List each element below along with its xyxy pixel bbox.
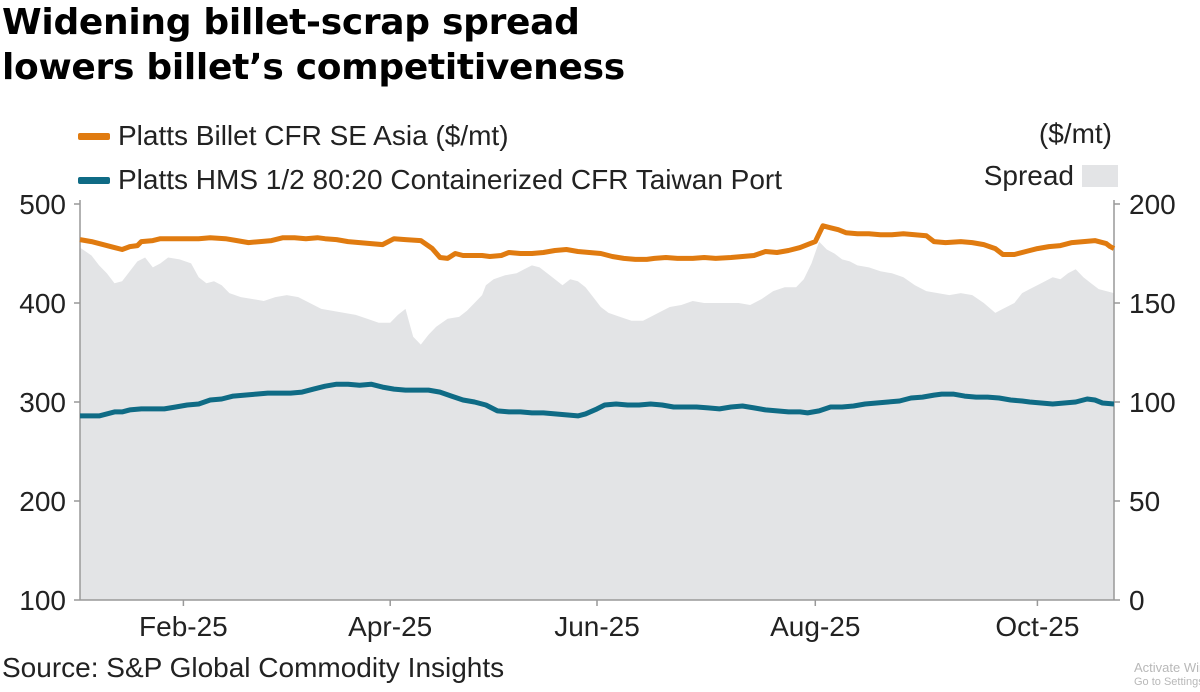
spread-area-swatch (1082, 165, 1118, 187)
x-tick-label: Jun-25 (554, 611, 640, 642)
chart-title: Widening billet-scrap spread lowers bill… (2, 0, 625, 90)
y-left-tick-label: 100 (19, 585, 66, 616)
y-left-tick-label: 500 (19, 189, 66, 220)
legend-billet-label: Platts Billet CFR SE Asia ($/mt) (118, 120, 509, 151)
y-right-tick-label: 50 (1129, 486, 1160, 517)
y-right-tick-label: 0 (1129, 585, 1145, 616)
hms-line-swatch (78, 176, 110, 184)
hms-price-line (80, 381, 1115, 419)
legend-hms-label: Platts HMS 1/2 80:20 Containerized CFR T… (118, 164, 783, 195)
legend-spread-label: Spread (983, 160, 1074, 191)
chart-title-line-2: lowers billet’s competitiveness (2, 47, 625, 88)
legend-item-billet: Platts Billet CFR SE Asia ($/mt) (78, 116, 509, 156)
y-left-tick-label: 200 (19, 486, 66, 517)
right-axis-unit: ($/mt) (1038, 118, 1112, 149)
billet-price-line (79, 223, 1116, 262)
x-tick-label: Apr-25 (348, 611, 432, 642)
y-left-tick-label: 400 (19, 288, 66, 319)
legend-item-hms: Platts HMS 1/2 80:20 Containerized CFR T… (78, 160, 782, 200)
x-tick-label: Feb-25 (139, 611, 228, 642)
chart-title-line-1: Widening billet-scrap spread (2, 2, 580, 43)
watermark-line-2: Go to Settings to activate Windows. (1134, 676, 1200, 688)
source-note: Source: S&P Global Commodity Insights (2, 652, 505, 683)
y-right-tick-label: 200 (1129, 189, 1176, 220)
y-right-tick-label: 150 (1129, 288, 1176, 319)
watermark-line-1: Activate Windows (1134, 660, 1200, 675)
x-tick-label: Oct-25 (995, 611, 1079, 642)
y-right-tick-label: 100 (1129, 387, 1176, 418)
billet-line-swatch (78, 132, 110, 140)
activation-watermark: Activate Windows Go to Settings to activ… (1134, 660, 1200, 690)
spread-area (80, 241, 1114, 600)
x-tick-label: Aug-25 (770, 611, 860, 642)
y-left-tick-label: 300 (19, 387, 66, 418)
legend-item-spread: Spread (984, 160, 1118, 192)
